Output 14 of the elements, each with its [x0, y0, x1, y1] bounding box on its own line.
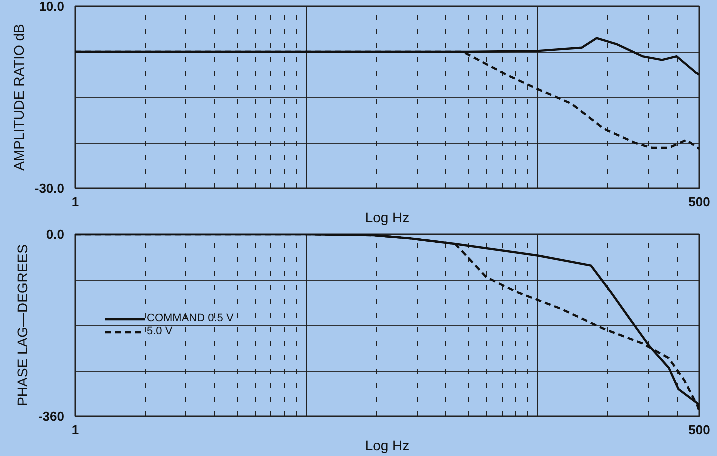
- x-tick-label: 500: [688, 422, 710, 438]
- y-tick-label: 10.0: [39, 0, 65, 14]
- y-tick-label: -30.0: [34, 181, 65, 196]
- legend-label: 5.0 V: [147, 326, 173, 338]
- x-axis-title: Log Hz: [365, 438, 410, 454]
- x-tick-label: 1: [72, 422, 80, 438]
- x-tick-label: 500: [688, 194, 710, 210]
- y-tick-label: 0.0: [46, 227, 65, 242]
- y-tick-label: -360: [38, 409, 65, 424]
- y-axis-title: PHASE LAG—DEGREES: [14, 244, 30, 406]
- y-axis-title: AMPLITUDE RATIO dB: [10, 24, 27, 171]
- x-axis-title: Log Hz: [365, 210, 410, 226]
- x-tick-label: 1: [72, 194, 80, 210]
- legend-label: COMMAND 0.5 V: [147, 312, 234, 324]
